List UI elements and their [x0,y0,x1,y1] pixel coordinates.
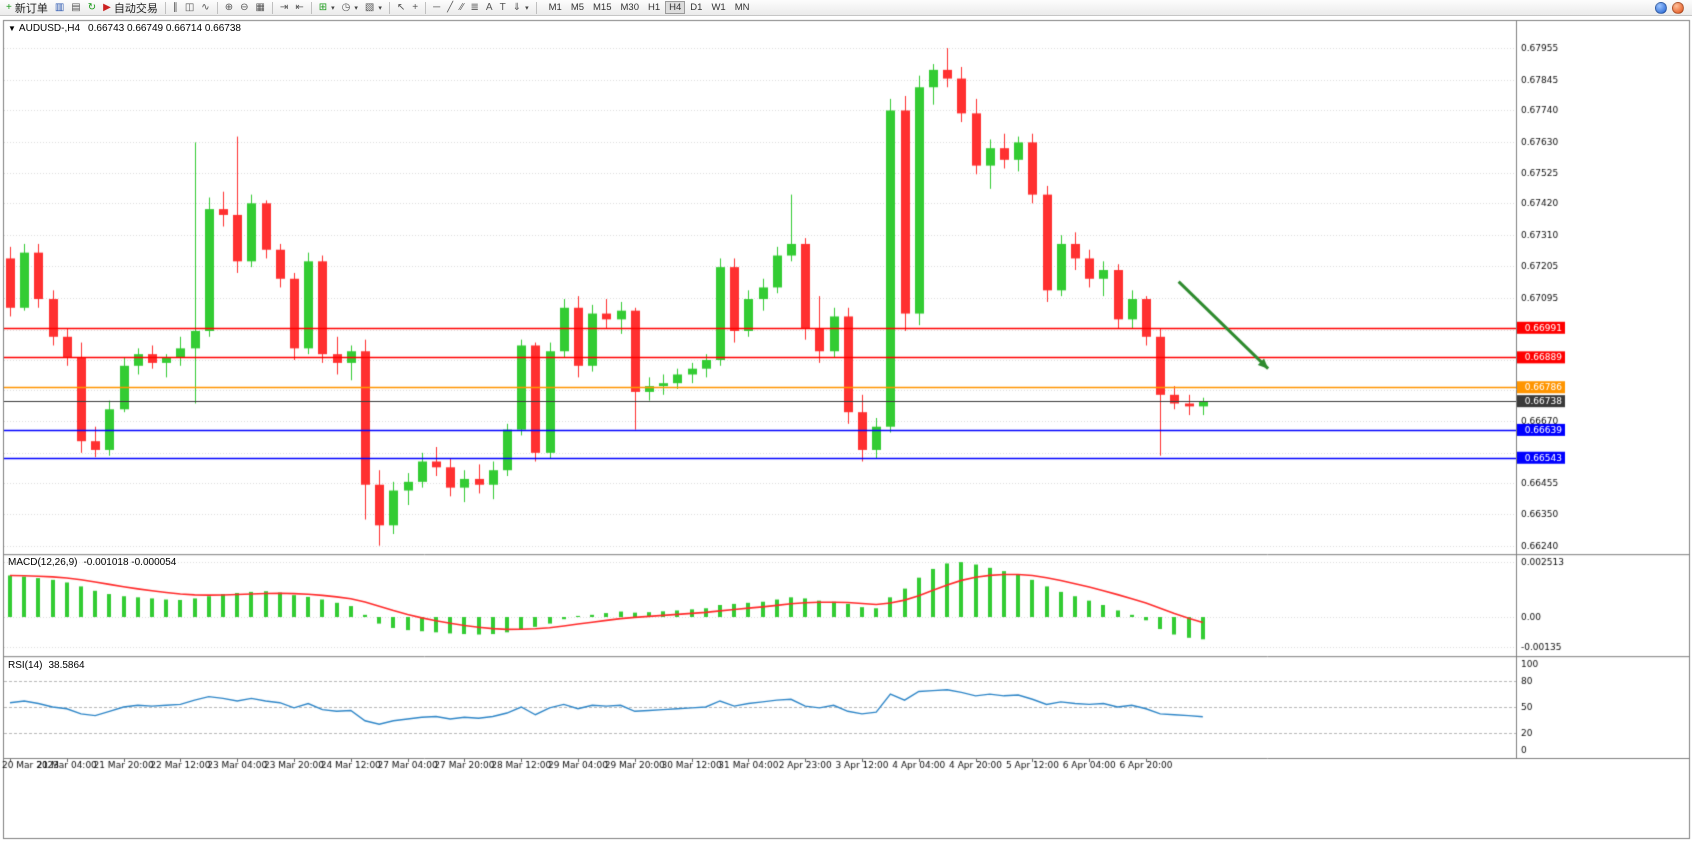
chevron-down-icon: ▾ [331,4,335,12]
text-label-button[interactable]: T [497,1,509,15]
bar-chart-icon: ∥ [172,1,178,13]
indicators-icon: ⊞ [318,1,328,13]
crosshair-icon: + [412,1,419,13]
new-order-label: 新订单 [14,2,48,15]
text-icon: A [485,1,493,13]
toolbar-separator [271,1,273,14]
trendline-button[interactable]: ╱ [444,1,456,15]
periods-button[interactable]: ◷ ▾ [339,1,361,15]
toolbar-separator [164,1,166,14]
candlestick-chart-button[interactable]: ◫ [182,1,197,15]
fibonacci-icon: ≣ [470,1,479,13]
timeframe-button-h1[interactable]: H1 [644,1,664,14]
cursor-button[interactable]: ↖ [394,1,408,15]
chevron-down-icon: ▾ [525,4,529,12]
timeframe-button-mn[interactable]: MN [731,1,754,14]
chart-shift-icon: ⇤ [295,1,304,13]
chart-shift-button[interactable]: ⇤ [292,1,306,15]
timeframe-button-m30[interactable]: M30 [617,1,643,14]
profiles-icon: ▤ [71,1,81,13]
toolbar-separator [310,1,312,14]
horizontal-line-icon: ─ [433,1,441,13]
periods-clock-icon: ◷ [341,1,351,13]
templates-icon: ▧ [364,1,375,13]
refresh-icon: ↻ [87,1,97,13]
timeframe-button-m15[interactable]: M15 [589,1,615,14]
alert-icon[interactable] [1672,1,1684,14]
trendline-icon: ╱ [447,1,454,13]
candlestick-icon: ◫ [184,1,195,13]
toolbar-separator [216,1,218,14]
equidistant-channel-icon: ∕∕ [460,1,464,13]
toolbar-separator [425,1,427,14]
charts-menu-button[interactable]: ▥ [52,1,67,15]
text-label-icon: T [499,1,506,13]
autotrading-button[interactable]: ▶ 自动交易 [100,1,161,15]
line-chart-button[interactable]: ∿ [198,1,212,15]
line-chart-icon: ∿ [201,1,210,13]
timeframe-button-d1[interactable]: D1 [686,1,706,14]
crosshair-button[interactable]: + [409,1,421,15]
refresh-button[interactable]: ↻ [85,1,99,15]
toolbar-separator [388,1,390,14]
chevron-down-icon: ▾ [378,4,382,12]
templates-button[interactable]: ▧ ▾ [362,1,385,15]
text-button[interactable]: A [483,1,496,15]
equidistant-channel-button[interactable]: ∕∕ [457,1,466,15]
arrows-button[interactable]: ⇓ ▾ [510,1,532,15]
timeframe-button-m1[interactable]: M1 [545,1,566,14]
auto-scroll-button[interactable]: ⇥ [277,1,291,15]
charts-icon: ▥ [54,1,65,13]
zoom-out-icon: ⊖ [240,1,249,13]
toolbar: + 新订单 ▥ ▤ ↻ ▶ 自动交易 ∥ ◫ ∿ ⊕ ⊖ ▦ ⇥ ⇤ ⊞ ▾ [0,0,1692,16]
zoom-in-icon: ⊕ [224,1,234,13]
timeframe-button-m5[interactable]: M5 [567,1,588,14]
profiles-button[interactable]: ▤ [68,1,83,15]
horizontal-line-button[interactable]: ─ [430,1,443,15]
timeframe-toolbar: M1 M5 M15 M30 H1 H4 D1 W1 MN [545,1,754,14]
autotrading-label: 自动交易 [113,2,158,15]
timeframe-button-h4[interactable]: H4 [665,1,686,14]
chevron-down-icon: ▾ [354,4,358,12]
zoom-in-button[interactable]: ⊕ [222,1,236,15]
cursor-icon: ↖ [396,1,406,13]
toolbar-right-icons [1655,1,1684,14]
toolbar-separator [535,1,537,14]
chart-canvas[interactable] [0,16,1692,843]
fibonacci-button[interactable]: ≣ [468,1,482,15]
indicators-button[interactable]: ⊞ ▾ [316,1,338,15]
tile-windows-icon: ▦ [255,1,265,13]
timeframe-button-w1[interactable]: W1 [707,1,729,14]
zoom-out-button[interactable]: ⊖ [237,1,251,15]
new-order-icon: + [6,1,12,13]
autotrading-icon: ▶ [103,1,111,13]
connection-status-icon[interactable] [1655,1,1667,14]
auto-scroll-icon: ⇥ [279,1,289,13]
tile-windows-button[interactable]: ▦ [252,1,267,15]
new-order-button[interactable]: + 新订单 [3,1,51,15]
bar-chart-button[interactable]: ∥ [170,1,181,15]
arrows-icon: ⇓ [512,1,522,13]
one-click-collapse-icon[interactable]: ▼ [8,24,16,33]
